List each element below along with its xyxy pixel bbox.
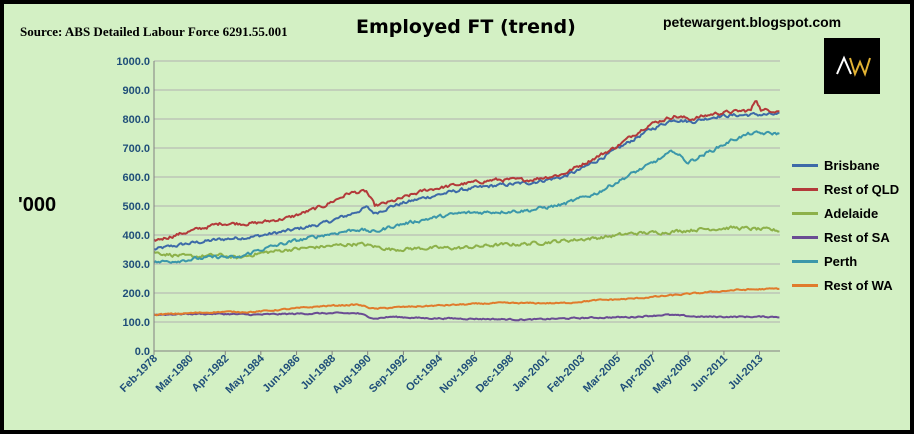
legend-item: Rest of WA [790,278,910,294]
x-tick-label: Mar-1980 [154,353,196,395]
x-tick-labels: Feb-1978Mar-1980Apr-1982May-1984Jun-1986… [118,352,766,396]
chart-title: Employed FT (trend) [356,16,576,38]
legend-item: Adelaide [790,206,910,222]
series-line-adelaide [153,225,780,260]
aw-logo-icon [824,38,880,94]
legend-swatch [792,212,818,215]
source-note: Source: ABS Detailed Labour Force 6291.5… [20,24,288,39]
series-line-rest-of-qld [153,100,780,242]
legend-swatch [792,188,818,191]
x-tick-label: May-1984 [223,352,267,396]
series-line-rest-of-wa [153,287,780,317]
x-tick-label: Jul-2013 [726,353,766,393]
legend-label: Rest of WA [824,278,893,293]
series-line-perth [153,130,780,264]
y-tick-label: 400.0 [122,230,150,242]
y-tick-label: 0.0 [135,346,150,358]
legend-item: Brisbane [790,158,910,174]
legend-label: Rest of SA [824,230,890,245]
series-lines [153,100,780,322]
x-tick-label: Sep-1992 [367,353,410,396]
legend-label: Perth [824,254,858,269]
legend-swatch [792,164,818,167]
x-tick-label: Jun-2011 [688,353,730,395]
y-axis-units: '000 [18,194,57,216]
blog-url: petewargent.blogspot.com [663,14,842,30]
line-chart: 0.0 100.0 200.0 300.0 400.0 500.0 600.0 700.0 80… [116,56,780,396]
legend-label: Rest of QLD [824,182,900,197]
y-tick-label: 600.0 [122,172,150,184]
x-tick-label: Dec-1998 [474,353,517,396]
x-tick-label: Feb-1978 [118,353,160,395]
y-tick-label: 700.0 [122,143,150,155]
y-tick-label: 800.0 [122,114,150,126]
x-tick-label: May-2009 [651,353,695,397]
x-tick-label: Feb-2003 [545,353,587,395]
legend-item: Rest of QLD [790,182,910,198]
y-tick-label: 300.0 [122,259,150,271]
legend-item: Perth [790,254,910,270]
axes [153,61,780,355]
series-line-brisbane [153,111,780,251]
x-tick-label: Mar-2005 [581,353,623,395]
legend-item: Rest of SA [790,230,910,246]
legend-swatch [792,236,818,239]
y-tick-label: 200.0 [122,288,150,300]
y-tick-label: 100.0 [122,317,150,329]
x-tick-label: Nov-1996 [438,353,481,396]
legend-label: Brisbane [824,158,880,173]
gridlines [154,60,780,323]
series-line-rest-of-sa [153,311,780,322]
y-tick-label: 1000.0 [116,56,150,68]
legend-label: Adelaide [824,206,879,221]
chart-panel: Source: ABS Detailed Labour Force 6291.5… [4,4,910,430]
x-tick-label: Aug-1990 [330,353,374,397]
y-tick-label: 500.0 [122,201,150,213]
y-tick-labels: 0.0 100.0 200.0 300.0 400.0 500.0 600.0 700.0 80… [116,56,150,358]
legend-swatch [792,260,818,263]
legend-swatch [792,284,818,287]
x-tick-label: Jun-1986 [260,353,302,395]
y-tick-label: 900.0 [122,85,150,97]
